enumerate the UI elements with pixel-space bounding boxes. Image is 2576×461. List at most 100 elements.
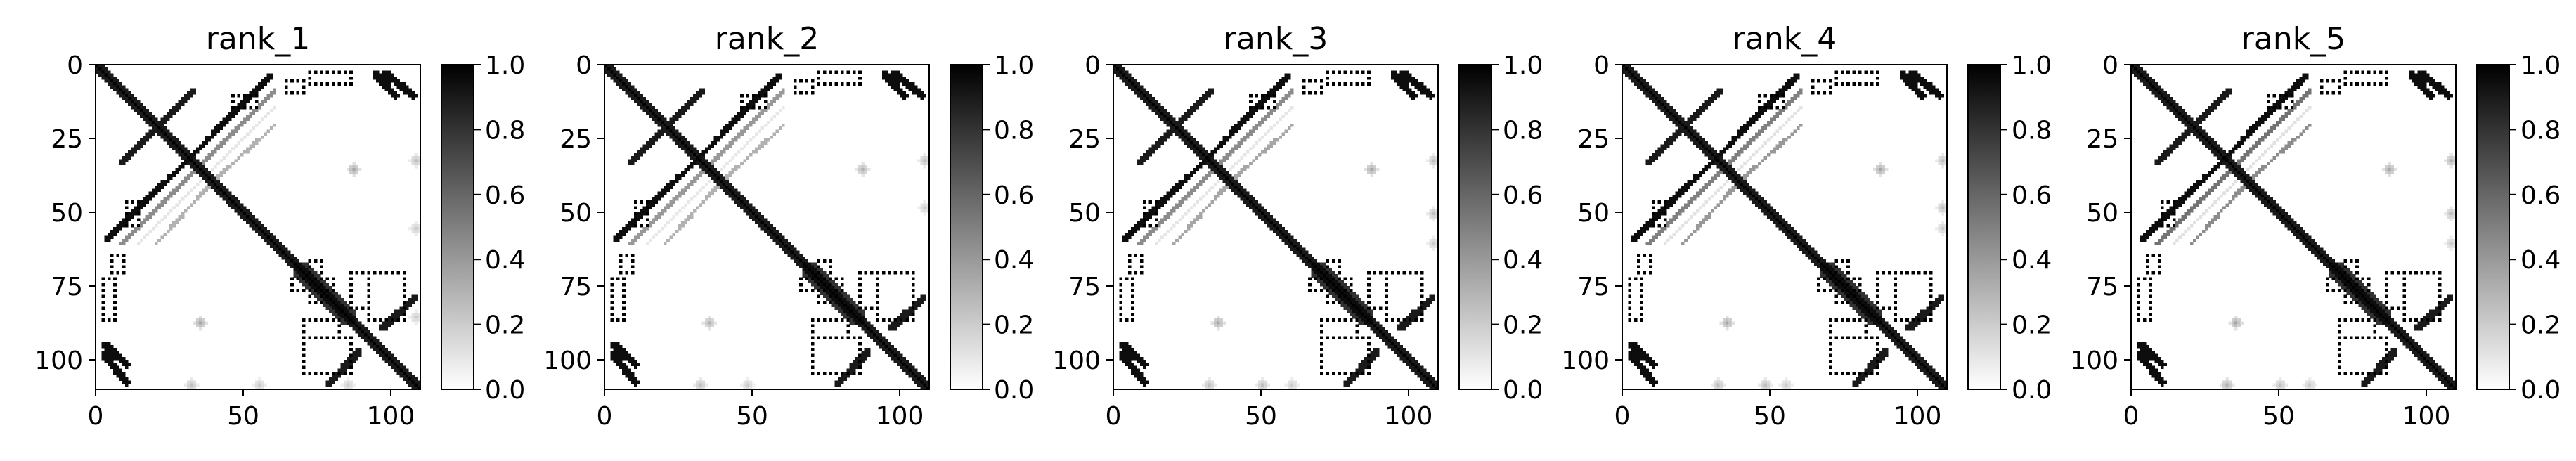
heatmap-cell [1793,73,1797,77]
heatmap-cell [911,271,915,275]
heatmap-cell [1402,353,1406,358]
heatmap-cell [837,297,841,301]
heatmap-cell [1799,105,1803,110]
heatmap-cell [1272,88,1276,92]
heatmap-cell [1409,76,1412,80]
heatmap-cell [349,324,353,328]
heatmap-cell [1131,88,1134,92]
heatmap-cell [411,386,415,390]
heatmap-cell [837,309,841,313]
axes-frame [604,64,930,390]
heatmap-cell [896,76,900,80]
heatmap-cell [352,174,356,177]
heatmap-cell [305,286,309,290]
heatmap-cell [1394,351,1397,354]
heatmap-cell [320,289,323,292]
heatmap-cell [1338,301,1341,304]
heatmap-cell [1243,168,1247,171]
heatmap-cell [1663,144,1667,148]
heatmap-cell [876,306,879,310]
heatmap-cell [763,109,768,112]
heatmap-cell [399,309,403,313]
heatmap-cell [210,153,214,157]
heatmap-cell [273,91,276,95]
heatmap-cell [396,360,400,363]
heatmap-cell [128,150,131,154]
heatmap-cell [1420,377,1424,381]
heatmap-cell [837,294,841,299]
heatmap-cell [249,223,252,228]
heatmap-cell [145,120,149,124]
heatmap-cell [1311,259,1314,263]
heatmap-cell [640,209,643,213]
heatmap-cell [1761,112,1764,115]
heatmap-cell [1908,85,1912,89]
heatmap-cell [1350,297,1353,301]
heatmap-cell [1158,200,1161,204]
heatmap-cell [266,129,271,133]
heatmap-cell [637,212,640,216]
heatmap-cell [1926,82,1930,86]
heatmap-cell [1411,91,1415,95]
heatmap-cell [384,327,389,331]
heatmap-cell [1208,153,1211,157]
heatmap-cell [1793,112,1797,115]
heatmap-cell [820,292,824,295]
heatmap-cell [652,135,655,139]
heatmap-cell [1172,120,1176,124]
heatmap-cell [1690,129,1694,133]
heatmap-cell [1358,312,1362,316]
heatmap-cell [1758,132,1761,136]
heatmap-cell [775,233,779,236]
heatmap-cell [610,318,614,322]
heatmap-cell [625,353,628,358]
heatmap-cell [610,353,614,358]
heatmap-cell [187,162,190,166]
heatmap-cell [163,126,167,130]
heatmap-cell [908,82,912,86]
heatmap-cell [923,200,927,204]
heatmap-cell [104,348,108,351]
heatmap-cell [1914,91,1918,95]
heatmap-cell [690,97,694,100]
heatmap-cell [387,88,391,92]
heatmap-cell [1178,124,1182,127]
heatmap-cell [681,138,685,142]
heatmap-cell [1257,215,1262,219]
heatmap-cell [672,179,676,183]
heatmap-cell [1158,103,1161,107]
heatmap-cell [784,247,788,251]
heatmap-cell [151,227,155,230]
heatmap-cell [281,253,285,257]
heatmap-cell [343,336,347,339]
heatmap-cell [1435,215,1439,219]
heatmap-cell [1249,194,1253,198]
heatmap-cell [299,262,303,266]
heatmap-cell [708,144,711,148]
heatmap-cell [379,348,382,351]
heatmap-cell [834,82,839,86]
heatmap-cell [1269,109,1274,112]
heatmap-cell [1785,82,1788,86]
heatmap-cell [873,339,876,343]
heatmap-cell [793,91,797,95]
heatmap-cell [1122,238,1126,242]
heatmap-cell [1284,383,1288,387]
heatmap-cell [725,191,729,195]
heatmap-cell [195,321,200,325]
heatmap-cell [1172,191,1176,195]
heatmap-cell [169,109,173,112]
heatmap-cell [914,88,918,92]
heatmap-cell [1202,162,1205,166]
heatmap-cell [772,76,776,80]
heatmap-cell [1326,274,1329,278]
heatmap-cell [1137,91,1141,95]
heatmap-cell [258,138,261,142]
heatmap-cell [1409,312,1412,316]
heatmap-cell [891,348,894,351]
heatmap-cell [187,174,190,177]
heatmap-cell [1257,203,1262,207]
heatmap-cell [737,194,741,198]
heatmap-cell [1420,371,1424,375]
colorbar-tick-label: 0.4 [485,246,525,275]
